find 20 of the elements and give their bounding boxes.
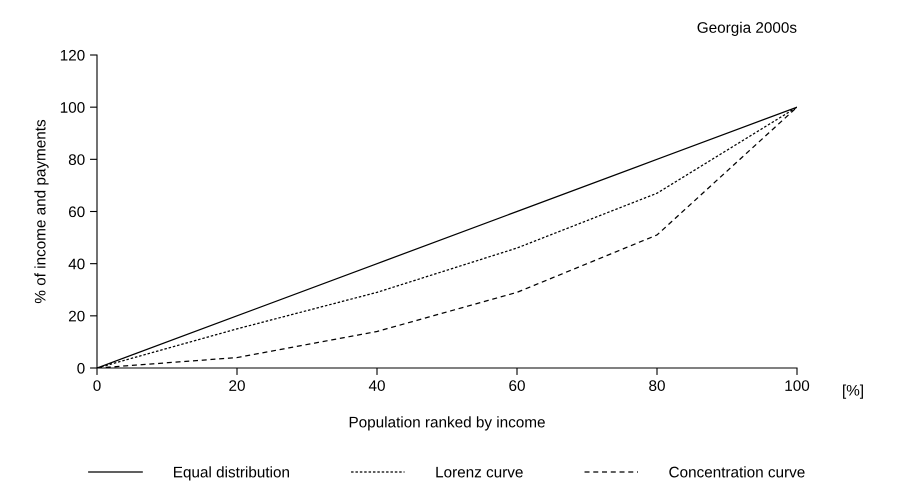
chart-title: Georgia 2000s (698, 22, 796, 36)
y-axis-title: % of income and payments (34, 120, 49, 304)
x-tick-label: 100 (785, 380, 810, 392)
y-tick-label: 120 (60, 50, 85, 61)
y-tick-label: 0 (77, 362, 85, 374)
legend-label: Lorenz curve (436, 466, 523, 478)
x-tick-label: 0 (93, 380, 101, 392)
y-tick-label: 60 (68, 206, 85, 218)
legend-label: Equal distribution (174, 466, 289, 480)
y-tick-label: 100 (60, 102, 85, 113)
y-tick-label: 40 (68, 258, 85, 270)
x-tick-label: 80 (649, 380, 665, 392)
x-tick-label: 20 (229, 380, 245, 392)
x-tick-label: 40 (368, 380, 385, 392)
legend-label: Concentration curve (669, 466, 805, 478)
y-tick-label: 20 (68, 310, 85, 322)
y-tick-label: 80 (68, 154, 85, 166)
x-axis-title: Population ranked by income (350, 416, 545, 431)
x-tick-label: 60 (509, 380, 525, 392)
text: [%] (843, 384, 863, 399)
